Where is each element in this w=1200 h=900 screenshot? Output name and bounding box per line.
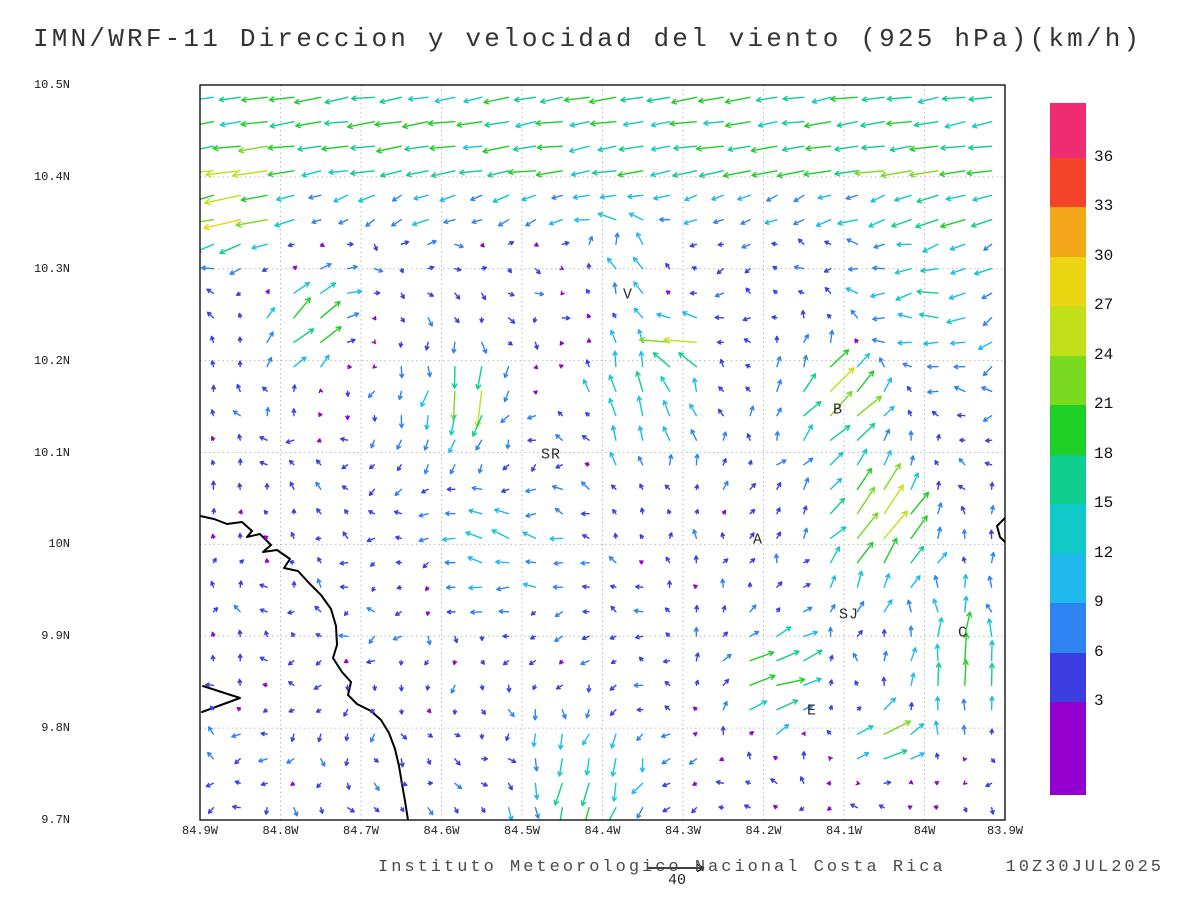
- plot-frame: [199, 84, 1006, 821]
- colorbar-label: 12: [1094, 543, 1114, 562]
- y-axis-tick: 10.4N: [33, 169, 70, 184]
- x-axis-tick: 84W: [913, 824, 936, 838]
- colorbar-segment: [1050, 702, 1086, 795]
- x-axis-tick: 84.4W: [584, 824, 621, 838]
- station-label: SR: [540, 446, 562, 464]
- colorbar-segment: [1050, 207, 1086, 257]
- colorbar-segment: [1050, 157, 1086, 207]
- y-axis-tick: 10.5N: [33, 78, 70, 92]
- colorbar-segment: [1050, 306, 1086, 356]
- colorbar-segment: [1050, 454, 1086, 504]
- colorbar-label: 36: [1094, 147, 1114, 166]
- chart-title: IMN/WRF-11 Direccion y velocidad del vie…: [33, 24, 1143, 54]
- colorbar-label: 30: [1094, 246, 1114, 265]
- colorbar-label: 24: [1094, 345, 1114, 364]
- y-axis-tick: 9.7N: [41, 813, 70, 827]
- x-axis-tick: 84.7W: [342, 824, 380, 838]
- footer: Instituto Meteorologico Nacional Costa R…: [378, 858, 1164, 877]
- x-axis-tick: 83.9W: [986, 824, 1024, 838]
- coastline: [996, 517, 1005, 543]
- x-axis-tick: 84.5W: [503, 824, 541, 838]
- x-axis-tick: 84.1W: [825, 824, 863, 838]
- colorbar-label: 9: [1094, 593, 1104, 611]
- y-axis-tick: 10.3N: [33, 261, 70, 276]
- footer-datetime: 10Z30JUL2025: [1005, 858, 1164, 877]
- x-axis-tick: 84.8W: [262, 824, 299, 838]
- station-label: B: [832, 401, 844, 419]
- x-axis-tick: 84.3W: [664, 824, 702, 838]
- x-axis-tick: 84.2W: [745, 824, 782, 838]
- coastline: [200, 515, 409, 820]
- reference-vector: [648, 863, 705, 873]
- colorbar-segment: [1050, 603, 1086, 653]
- station-label: E: [806, 702, 818, 720]
- station-label: C: [957, 624, 969, 642]
- colorbar-label: 21: [1094, 395, 1114, 413]
- colorbar-label: 6: [1094, 642, 1104, 661]
- colorbar-segment: [1050, 103, 1086, 158]
- colorbar-segment: [1050, 355, 1086, 405]
- colorbar-segment: [1050, 504, 1086, 554]
- x-axis-tick: 84.6W: [423, 824, 460, 838]
- y-axis-tick: 10.2N: [33, 353, 70, 368]
- colorbar-segment: [1050, 652, 1086, 702]
- y-axis-tick: 9.8N: [41, 721, 70, 736]
- colorbar-label: 33: [1094, 197, 1114, 215]
- reference-vector-label: 40: [667, 872, 686, 889]
- colorbar-segment: [1050, 256, 1086, 306]
- coastline: [201, 685, 241, 713]
- colorbar-segment: [1050, 405, 1086, 455]
- colorbar-label: 15: [1094, 494, 1114, 512]
- station-label: SJ: [838, 606, 860, 624]
- colorbar-label: 27: [1094, 296, 1114, 314]
- colorbar-label: 3: [1094, 692, 1104, 710]
- station-label: A: [752, 531, 764, 549]
- y-axis-tick: 9.9N: [41, 629, 70, 644]
- y-axis-tick: 10N: [48, 537, 70, 552]
- colorbar-segment: [1050, 553, 1086, 603]
- y-axis-tick: 10.1N: [33, 445, 70, 460]
- colorbar-label: 18: [1094, 444, 1114, 463]
- wind-arrows: [200, 95, 996, 820]
- station-label: V: [622, 286, 634, 304]
- x-axis-tick: 84.9W: [181, 824, 219, 838]
- footer-institution: Instituto Meteorologico Nacional Costa R…: [378, 858, 946, 877]
